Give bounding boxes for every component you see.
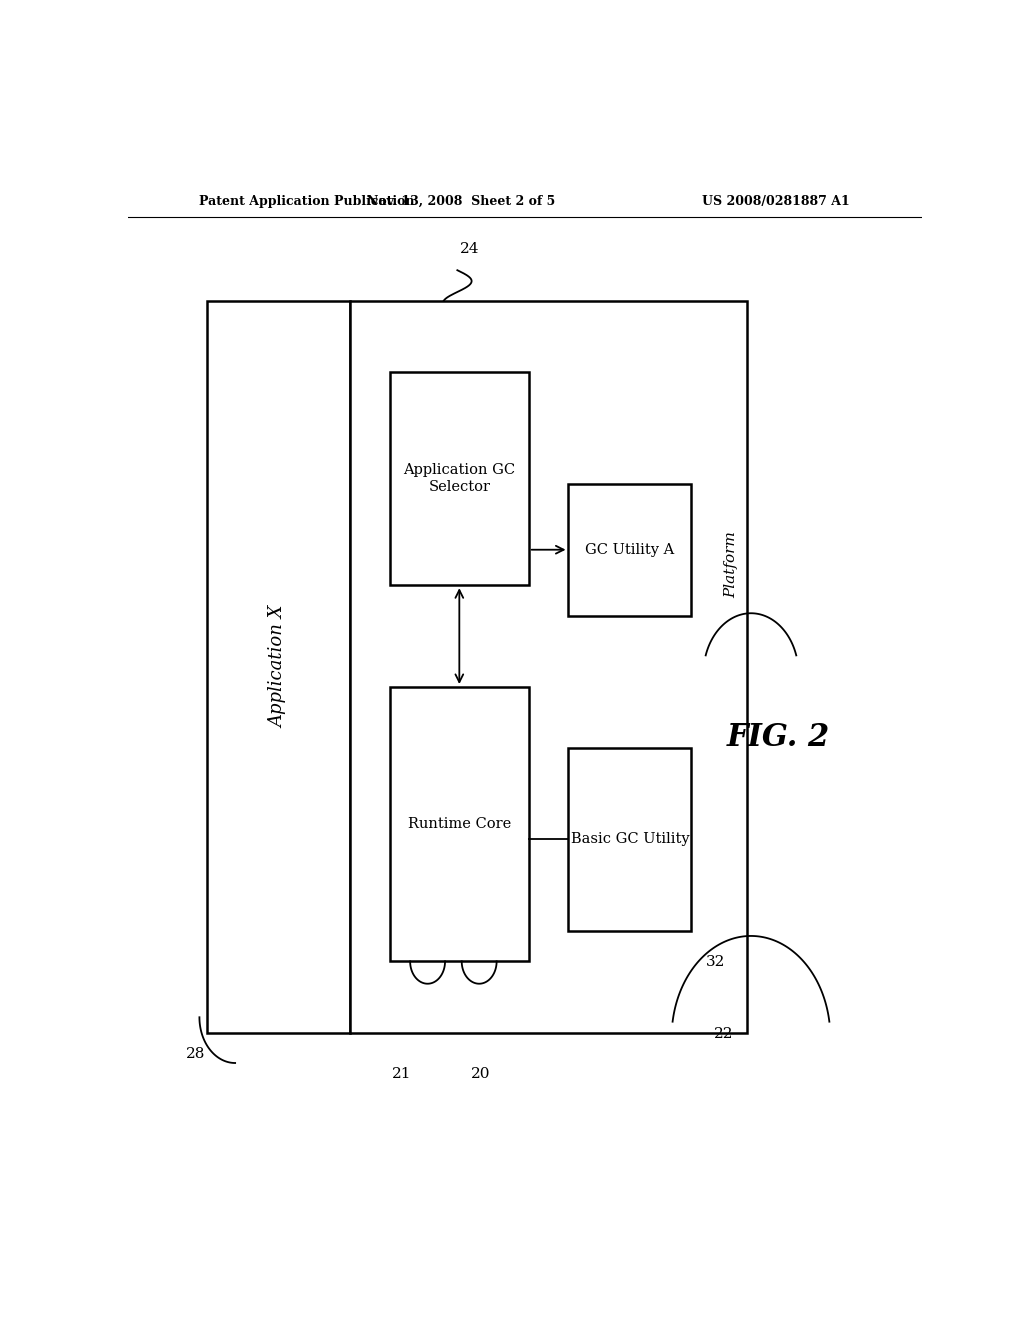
- Bar: [390, 372, 528, 585]
- Text: 24: 24: [460, 242, 479, 256]
- Text: 28: 28: [185, 1047, 205, 1061]
- Bar: [350, 301, 748, 1032]
- Text: Nov. 13, 2008  Sheet 2 of 5: Nov. 13, 2008 Sheet 2 of 5: [368, 194, 555, 207]
- Text: US 2008/0281887 A1: US 2008/0281887 A1: [702, 194, 850, 207]
- Bar: [568, 748, 691, 931]
- Text: Application GC
Selector: Application GC Selector: [403, 463, 515, 494]
- Text: 32: 32: [706, 956, 725, 969]
- Text: Platform: Platform: [724, 532, 738, 598]
- Bar: [390, 686, 528, 961]
- Text: 22: 22: [714, 1027, 733, 1040]
- Text: Application X: Application X: [269, 606, 288, 727]
- Text: 21: 21: [392, 1068, 412, 1081]
- Text: Runtime Core: Runtime Core: [408, 817, 511, 832]
- Text: Patent Application Publication: Patent Application Publication: [200, 194, 415, 207]
- Bar: [207, 301, 350, 1032]
- Text: Basic GC Utility: Basic GC Utility: [570, 833, 689, 846]
- Text: 20: 20: [471, 1068, 490, 1081]
- Bar: [568, 483, 691, 615]
- Text: GC Utility A: GC Utility A: [586, 543, 675, 557]
- Text: FIG. 2: FIG. 2: [727, 722, 830, 754]
